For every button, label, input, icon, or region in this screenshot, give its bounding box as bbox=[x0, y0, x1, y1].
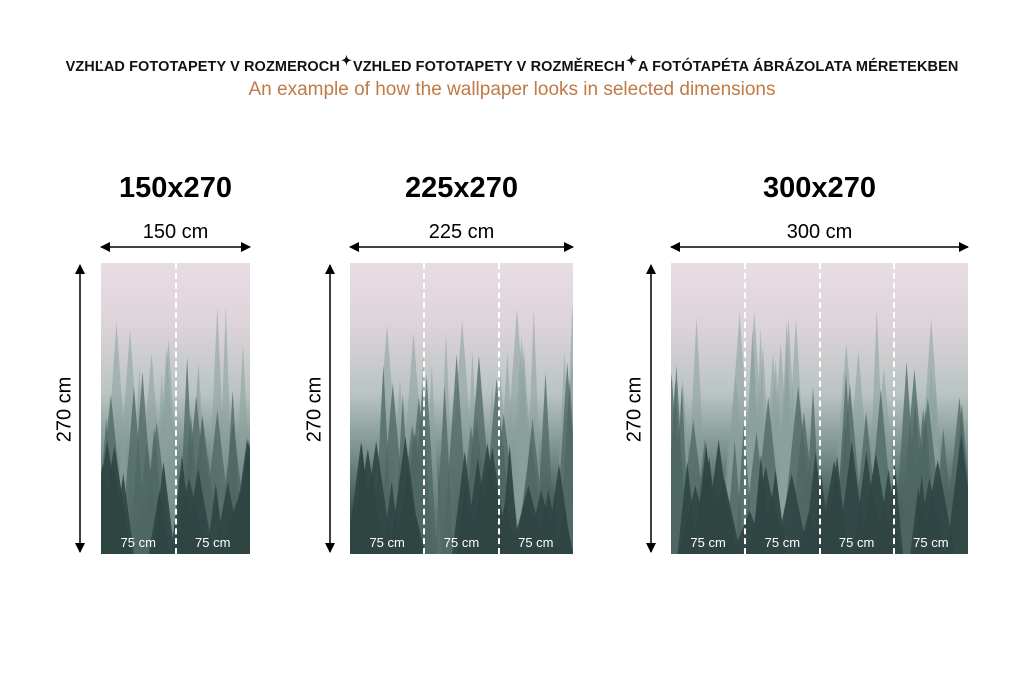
forest-image bbox=[101, 306, 250, 554]
panel-width-label: 75 cm bbox=[764, 535, 801, 550]
panel-width-label: 75 cm bbox=[838, 535, 875, 550]
multilingual-title: VZHĽAD FOTOTAPETY V ROZMEROCH✦VZHLED FOT… bbox=[0, 53, 1024, 75]
panel-width-label: 75 cm bbox=[443, 535, 480, 550]
forest-image bbox=[671, 309, 968, 554]
tree-silhouette bbox=[894, 361, 920, 554]
panel-seam bbox=[423, 263, 426, 554]
tree-silhouette bbox=[946, 433, 968, 554]
title-sk: VZHĽAD FOTOTAPETY V ROZMEROCH bbox=[65, 59, 340, 75]
tree-silhouette bbox=[853, 451, 880, 554]
tree-silhouette bbox=[775, 473, 809, 554]
tree-silhouette bbox=[812, 474, 831, 554]
tree-silhouette bbox=[500, 444, 519, 554]
forest-image bbox=[350, 303, 573, 554]
tree-silhouette bbox=[382, 481, 401, 554]
panel-seam bbox=[818, 263, 821, 554]
size-title: 300x270 bbox=[763, 172, 876, 204]
width-label: 150 cm bbox=[142, 221, 209, 243]
tree-silhouette bbox=[227, 491, 250, 554]
height-label: 270 cm bbox=[623, 376, 646, 443]
tree-silhouette bbox=[914, 478, 945, 554]
panel-seam bbox=[892, 263, 895, 554]
title-cz: VZHLED FOTOTAPETY V ROZMĚRECH bbox=[352, 59, 625, 75]
panel-width-label: 75 cm bbox=[913, 535, 949, 550]
panel-seam bbox=[174, 263, 177, 554]
panel-seam bbox=[744, 263, 747, 554]
tree-silhouette bbox=[171, 455, 193, 554]
tree-silhouette bbox=[678, 485, 713, 554]
wallpaper-preview: 75 cm 75 cm 75 cm bbox=[350, 263, 573, 554]
tree-silhouette bbox=[416, 374, 437, 554]
panel-seam bbox=[497, 263, 500, 554]
width-label: 300 cm bbox=[786, 221, 853, 243]
tree-silhouette bbox=[470, 509, 506, 554]
tree-silhouette bbox=[510, 485, 547, 554]
tree-silhouette bbox=[435, 385, 454, 554]
title-hu: A FOTÓTAPÉTA ÁBRÁZOLATA MÉRETEKBEN bbox=[637, 59, 959, 75]
panel-width-label: 75 cm bbox=[369, 535, 405, 550]
tree-silhouette bbox=[826, 455, 848, 554]
subtitle: An example of how the wallpaper looks in… bbox=[248, 79, 776, 100]
tree-silhouette bbox=[456, 485, 475, 554]
wallpaper-preview: 75 cm 75 cm 75 cm 75 cm bbox=[671, 263, 968, 554]
size-title: 150x270 bbox=[119, 172, 232, 204]
tree-silhouette bbox=[703, 439, 734, 554]
height-label: 270 cm bbox=[303, 376, 326, 443]
panel-width-label: 75 cm bbox=[195, 535, 231, 550]
panel-width-label: 75 cm bbox=[120, 535, 156, 550]
size-title: 225x270 bbox=[405, 172, 518, 204]
tree-silhouette bbox=[391, 484, 426, 554]
tree-silhouette bbox=[555, 512, 573, 554]
height-label: 270 cm bbox=[53, 376, 76, 443]
tree-silhouette bbox=[152, 461, 175, 554]
panel-width-label: 75 cm bbox=[518, 535, 554, 550]
tree-silhouette bbox=[101, 445, 132, 554]
sparkle-icon: ✦ bbox=[340, 53, 352, 68]
sparkle-icon: ✦ bbox=[625, 53, 637, 68]
panel-width-label: 75 cm bbox=[690, 535, 726, 550]
wallpaper-preview: 75 cm 75 cm bbox=[101, 263, 250, 554]
width-label: 225 cm bbox=[428, 221, 495, 243]
tree-silhouette bbox=[757, 495, 787, 554]
tree-silhouette bbox=[359, 441, 393, 554]
